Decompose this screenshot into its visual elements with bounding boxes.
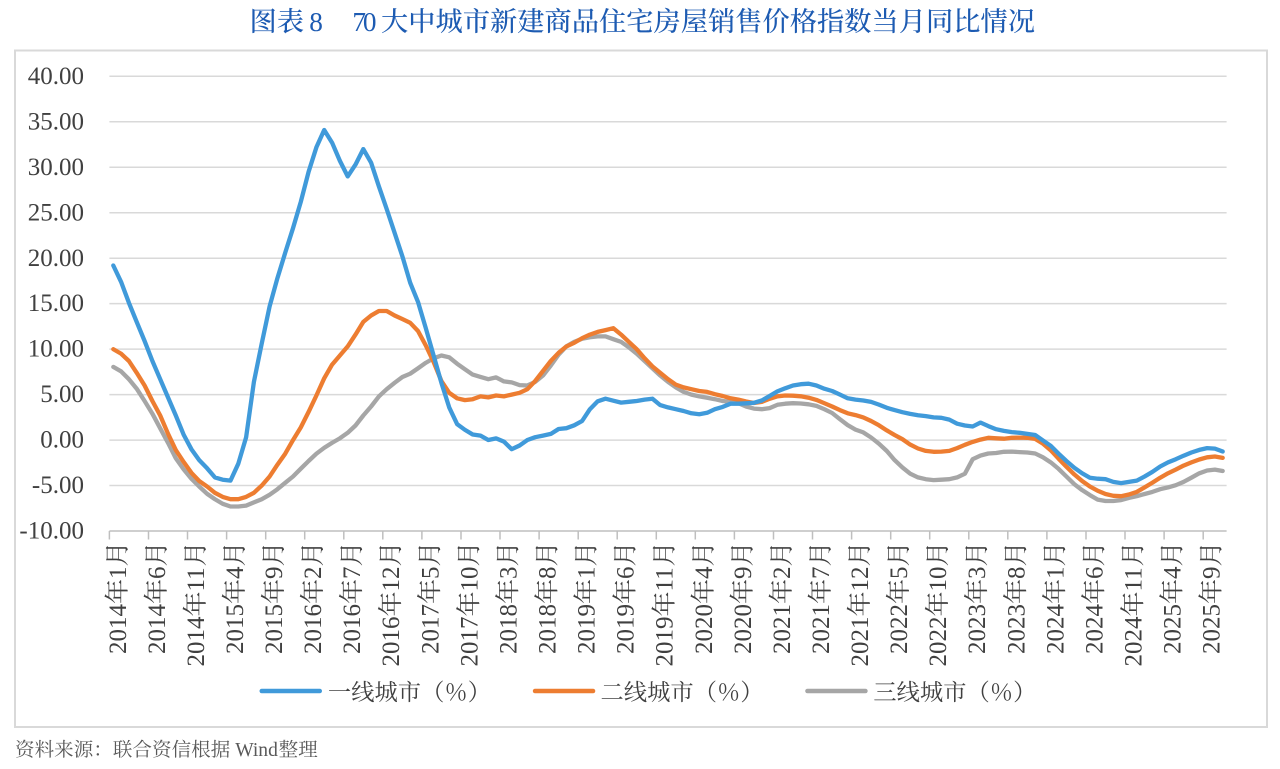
svg-text:2015: 2015	[261, 604, 288, 654]
svg-text:2015: 2015	[222, 604, 249, 654]
svg-text:Wind: Wind	[235, 740, 278, 761]
svg-text:7: 7	[339, 567, 366, 580]
svg-text:25.00: 25.00	[28, 199, 84, 226]
svg-text:40.00: 40.00	[28, 63, 84, 90]
svg-text:2025: 2025	[1160, 604, 1187, 654]
svg-text:2020: 2020	[730, 604, 757, 654]
svg-text:8: 8	[1003, 567, 1030, 580]
svg-text:10: 10	[925, 567, 952, 592]
svg-text:5.00: 5.00	[40, 381, 84, 408]
svg-text:6: 6	[144, 567, 171, 580]
svg-text:2021: 2021	[808, 604, 835, 654]
svg-text:12: 12	[847, 567, 874, 592]
svg-text:-5.00: -5.00	[32, 472, 84, 499]
svg-text:2: 2	[300, 567, 327, 580]
svg-text:6: 6	[1081, 567, 1108, 580]
svg-text:6: 6	[613, 567, 640, 580]
svg-text:2025: 2025	[1199, 604, 1226, 654]
svg-text:2021: 2021	[769, 604, 796, 654]
svg-text:10: 10	[456, 567, 483, 592]
svg-text:-10.00: -10.00	[19, 518, 84, 545]
svg-text:8: 8	[309, 7, 323, 37]
svg-text:2014: 2014	[144, 604, 171, 655]
svg-text:2019: 2019	[574, 604, 601, 654]
svg-text:2016: 2016	[378, 617, 405, 667]
svg-text:2016: 2016	[300, 604, 327, 654]
svg-text:2016: 2016	[339, 604, 366, 654]
svg-text:11: 11	[652, 567, 679, 591]
svg-text:2020: 2020	[691, 604, 718, 654]
svg-text:9: 9	[261, 567, 288, 580]
svg-text:2023: 2023	[1003, 604, 1030, 654]
svg-text:9: 9	[730, 567, 757, 580]
svg-text:2017: 2017	[456, 617, 483, 667]
svg-text:2024: 2024	[1042, 604, 1069, 655]
svg-text:3: 3	[495, 567, 522, 580]
svg-text:2019: 2019	[652, 617, 679, 667]
svg-text:30.00: 30.00	[28, 154, 84, 181]
svg-text:7: 7	[808, 567, 835, 580]
svg-text:7: 7	[352, 7, 366, 37]
svg-text:1: 1	[574, 567, 601, 580]
svg-text:2022: 2022	[886, 604, 913, 654]
svg-text:8: 8	[535, 567, 562, 580]
svg-text:1: 1	[105, 567, 132, 580]
svg-text:1: 1	[1042, 567, 1069, 580]
svg-text:2014: 2014	[105, 604, 132, 655]
svg-text:20.00: 20.00	[28, 245, 84, 272]
svg-text:2: 2	[769, 567, 796, 580]
svg-text:5: 5	[886, 567, 913, 580]
svg-text:2024: 2024	[1120, 616, 1147, 667]
svg-text:4: 4	[691, 566, 718, 579]
svg-text:2023: 2023	[964, 604, 991, 654]
svg-text:10.00: 10.00	[28, 336, 84, 363]
svg-text:11: 11	[183, 567, 210, 591]
svg-text:12: 12	[378, 567, 405, 592]
svg-text:2017: 2017	[417, 604, 444, 654]
svg-text:2014: 2014	[183, 616, 210, 667]
svg-text:2022: 2022	[925, 617, 952, 667]
svg-text:4: 4	[222, 566, 249, 579]
svg-text:2021: 2021	[847, 617, 874, 667]
svg-text:4: 4	[1160, 566, 1187, 579]
svg-text:9: 9	[1199, 567, 1226, 580]
svg-text:0.00: 0.00	[40, 427, 84, 454]
svg-text:15.00: 15.00	[28, 290, 84, 317]
svg-text:35.00: 35.00	[28, 108, 84, 135]
svg-text:11: 11	[1120, 567, 1147, 591]
svg-text:2018: 2018	[495, 604, 522, 654]
svg-text:2024: 2024	[1081, 604, 1108, 655]
svg-text:2018: 2018	[535, 604, 562, 654]
svg-text:2019: 2019	[613, 604, 640, 654]
svg-text:3: 3	[964, 567, 991, 580]
svg-text:5: 5	[417, 567, 444, 580]
svg-text:0: 0	[363, 7, 377, 37]
